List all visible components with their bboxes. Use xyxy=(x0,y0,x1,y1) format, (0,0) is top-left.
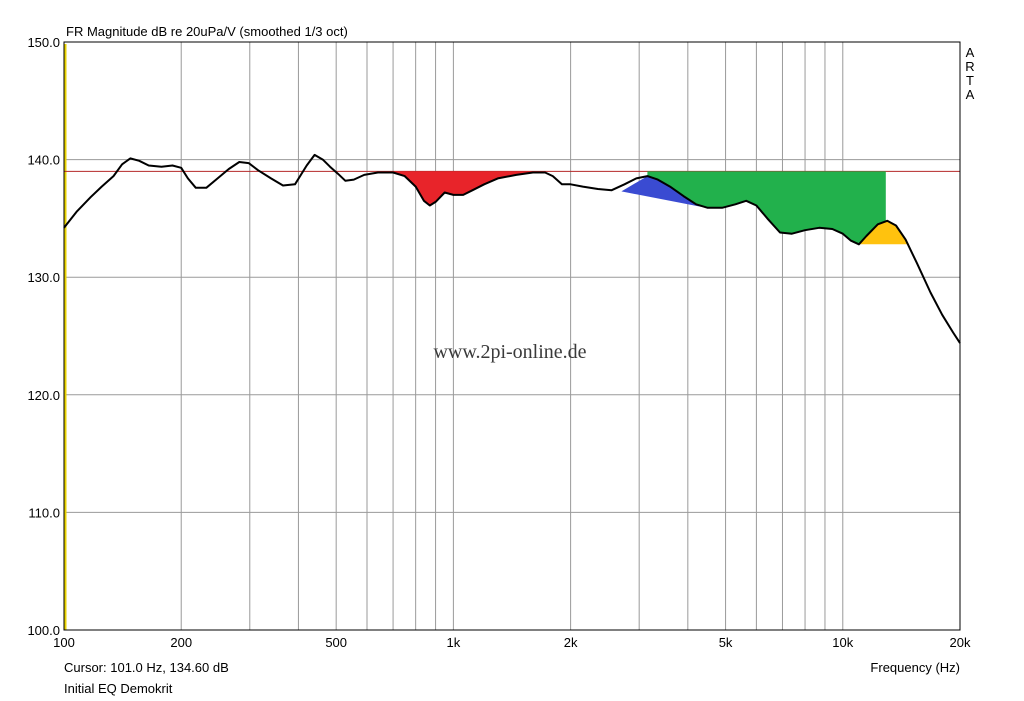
arta-side-label: A R T A xyxy=(965,45,974,102)
highlight-fill xyxy=(621,176,701,207)
x-tick-label: 2k xyxy=(564,635,578,650)
side-letter: T xyxy=(966,73,974,88)
plot-area xyxy=(63,41,961,631)
y-tick-label: 140.0 xyxy=(27,153,60,168)
side-letter: A xyxy=(966,45,975,60)
y-tick-label: 150.0 xyxy=(27,35,60,50)
side-letter: A xyxy=(966,87,975,102)
x-tick-label: 200 xyxy=(170,635,192,650)
status-text: Initial EQ Demokrit xyxy=(64,681,173,696)
y-tick-label: 110.0 xyxy=(28,505,60,520)
x-tick-label: 5k xyxy=(719,635,733,650)
x-tick-label: 100 xyxy=(53,635,75,650)
y-tick-label: 130.0 xyxy=(27,270,60,285)
x-tick-label: 500 xyxy=(325,635,347,650)
chart-title: FR Magnitude dB re 20uPa/V (smoothed 1/3… xyxy=(66,24,348,39)
highlight-fill xyxy=(647,171,886,245)
x-tick-label: 10k xyxy=(832,635,853,650)
x-axis-label: Frequency (Hz) xyxy=(870,660,960,675)
y-tick-label: 120.0 xyxy=(27,388,60,403)
x-tick-label: 20k xyxy=(950,635,971,650)
x-tick-label: 1k xyxy=(447,635,461,650)
x-tick-labels: 100 200 500 1k 2k 5k 10k 20k xyxy=(53,635,971,650)
watermark: www.2pi-online.de xyxy=(433,341,586,363)
highlight-fills xyxy=(393,171,910,245)
y-tick-label: 100.0 xyxy=(27,623,60,638)
y-tick-labels: 100.0 110.0 120.0 130.0 140.0 150.0 xyxy=(27,35,60,638)
series-layer xyxy=(63,153,961,344)
cursor-readout: Cursor: 101.0 Hz, 134.60 dB xyxy=(64,660,229,675)
highlight-fill xyxy=(393,171,546,205)
side-letter: R xyxy=(965,59,974,74)
grid-layer xyxy=(64,42,960,630)
response-curve xyxy=(63,153,961,344)
